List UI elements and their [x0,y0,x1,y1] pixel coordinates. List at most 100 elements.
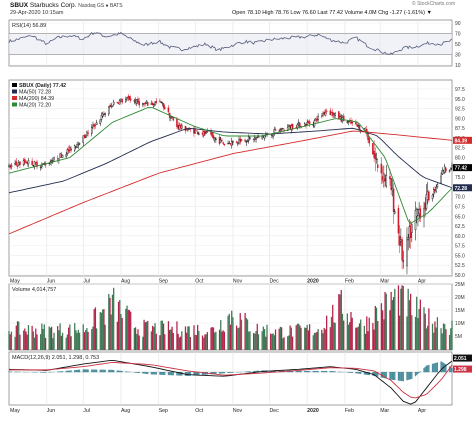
macd-histogram-bar [76,369,78,373]
rsi-axis-tick: 10 [455,63,461,69]
volume-bar [178,337,181,350]
volume-bar [406,316,408,350]
price-candle [423,207,425,218]
price-candle [129,98,132,101]
macd-histogram-bar [212,372,215,375]
volume-bar [390,291,392,350]
volume-bar [245,317,247,350]
volume-bar [324,329,327,350]
price-axis-tick: 65.0 [455,214,465,220]
price-candle [402,260,405,262]
macd-histogram-bar [333,371,335,373]
price-candle [441,170,444,175]
price-candle [306,122,308,126]
macd-histogram-bar [119,370,121,373]
macd-histogram-bar [227,372,229,374]
macd-signal-line [9,362,453,399]
price-candle [401,239,403,261]
volume-bar [305,327,307,350]
price-candle [297,122,300,124]
price-candle [76,143,78,148]
volume-bar [322,333,324,350]
macd-histogram-bar [321,370,323,373]
chart-date: 29-Apr-2020 10:15am [10,10,64,16]
volume-bar [312,335,314,350]
volume-bar [69,324,71,350]
price-candle [280,128,283,131]
macd-histogram-bar [298,370,300,373]
volume-bar [333,322,335,350]
volume-bar [206,332,209,350]
price-candle [94,125,97,127]
macd-histogram-bar [169,372,171,376]
price-candle [232,141,234,143]
price-candle [82,135,84,143]
volume-bar [343,320,345,350]
volume-bar [338,294,340,350]
volume-bar [238,327,240,350]
macd-histogram-bar [440,361,442,373]
volume-bar [126,305,128,350]
price-candle [321,115,323,117]
x-axis-tick-bottom: Jun [47,408,55,414]
volume-bar [299,325,301,350]
price-candle [357,125,360,128]
macd-histogram-bar [416,372,418,376]
macd-histogram-bar [397,372,400,381]
macd-histogram-bar [401,372,403,382]
volume-bar [274,329,277,350]
macd-histogram-bar [125,371,127,373]
volume-bar [83,332,86,350]
volume-bar [252,333,255,350]
volume-bar [419,299,421,350]
macd-histogram-bar [389,372,391,380]
macd-histogram-bar [346,372,348,373]
price-candle [212,135,215,139]
volume-bar [401,285,403,350]
volume-bar [32,331,34,350]
price-candle [143,103,145,105]
macd-histogram-bar [419,371,421,373]
macd-histogram-bar [43,372,45,373]
price-candle [39,166,42,168]
macd-histogram-bar [186,372,188,376]
macd-histogram-bar [245,371,247,373]
macd-histogram-bar [423,367,425,373]
price-candle [308,121,311,124]
macd-histogram-bar [306,370,308,373]
macd-histogram-bar [42,372,44,373]
volume-bar [92,326,94,350]
volume-bar [205,334,207,350]
volume-bar [383,319,385,350]
price-axis-tick: 95.0 [455,97,465,103]
macd-histogram-bar [92,369,94,373]
macd-histogram-bar [451,367,453,373]
price-candle [356,124,358,127]
price-candle [101,113,104,117]
x-axis-tick: Aug [121,279,130,285]
volume-bar [109,297,111,350]
volume-bar [266,324,268,350]
price-candle [198,133,200,135]
price-tag-box [453,164,472,172]
macd-histogram-bar [324,370,327,373]
price-candle [299,123,301,128]
volume-bar [162,323,165,350]
volume-bar [425,328,428,350]
volume-bar [14,336,16,350]
volume-bar [137,329,139,350]
volume-bar [440,328,442,350]
price-candle [218,137,221,144]
volume-bar [300,327,302,350]
macd-histogram-bar [94,369,97,373]
volume-bar [265,336,267,350]
price-candle [32,164,35,166]
volume-bar [248,331,250,350]
volume-bar [134,327,137,350]
chart-symbol: SBUX [10,2,29,9]
price-candle [411,224,413,233]
price-candle [56,158,59,160]
price-axis-tick: 55.0 [455,253,465,259]
volume-bar [52,338,54,350]
